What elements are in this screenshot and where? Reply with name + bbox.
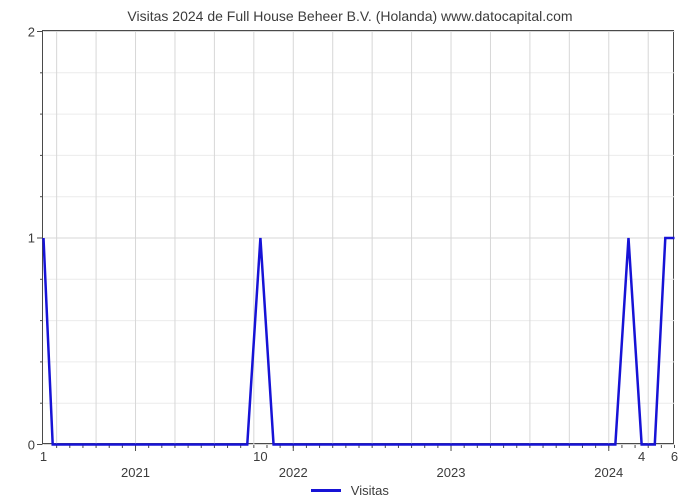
- legend-label: Visitas: [351, 483, 389, 498]
- plot-area: 012202120222023202411046: [42, 30, 674, 444]
- x-tick-label: 4: [638, 449, 645, 464]
- chart-title: Visitas 2024 de Full House Beheer B.V. (…: [0, 8, 700, 24]
- y-tick-label: 1: [28, 231, 35, 246]
- x-tick-year-label: 2023: [437, 465, 466, 480]
- series-line: [44, 238, 675, 445]
- x-tick-label: 10: [253, 449, 267, 464]
- x-tick-label: 1: [40, 449, 47, 464]
- y-tick-label: 2: [28, 24, 35, 39]
- x-tick-year-label: 2022: [279, 465, 308, 480]
- y-tick-label: 0: [28, 437, 35, 452]
- chart-container: Visitas 2024 de Full House Beheer B.V. (…: [0, 0, 700, 500]
- plot-svg: [43, 31, 675, 445]
- x-tick-year-label: 2021: [121, 465, 150, 480]
- x-tick-year-label: 2024: [594, 465, 623, 480]
- legend-swatch: [311, 489, 341, 492]
- legend: Visitas: [0, 482, 700, 498]
- x-tick-label: 6: [671, 449, 678, 464]
